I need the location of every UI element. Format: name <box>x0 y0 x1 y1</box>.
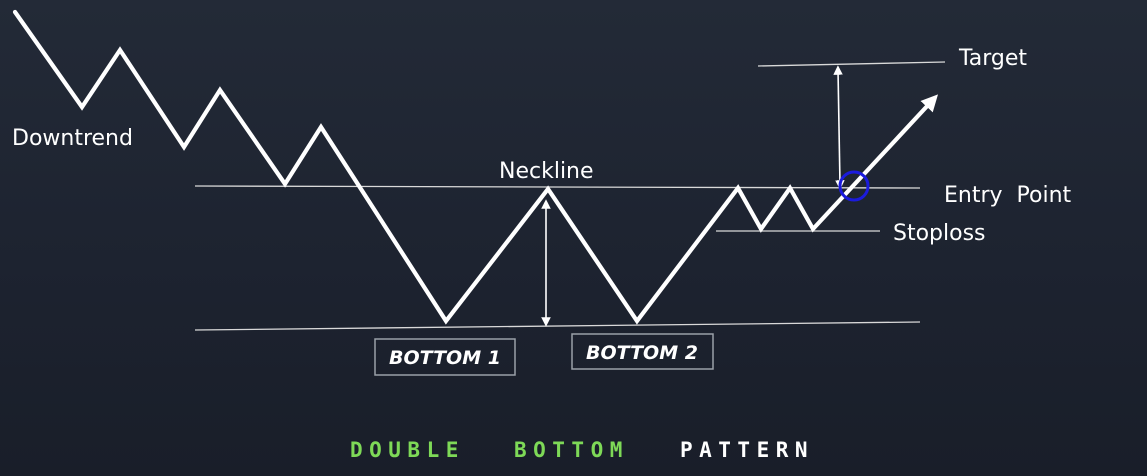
caption-word-double: DOUBLE <box>350 438 465 462</box>
caption-word-bottom: BOTTOM <box>514 438 629 462</box>
target-distance-arrow <box>833 65 845 190</box>
downtrend-label: Downtrend <box>12 126 133 151</box>
stoploss-label: Stoploss <box>893 221 986 246</box>
target-line <box>757 61 946 67</box>
target-label: Target <box>958 46 1027 71</box>
support-line <box>194 321 921 331</box>
entry-point-label: Entry Point <box>944 183 1072 208</box>
bottom-1-label: BOTTOM 1 <box>389 347 501 369</box>
bottom-2-label: BOTTOM 2 <box>586 342 698 364</box>
price-path <box>12 9 939 325</box>
bottom-2-box: BOTTOM 2 <box>571 333 714 370</box>
bottom-1-box: BOTTOM 1 <box>374 338 516 376</box>
caption-word-pattern: PATTERN <box>680 438 814 462</box>
neckline-line <box>194 185 921 189</box>
entry-point-marker <box>838 170 870 202</box>
neckline-label: Neckline <box>499 159 594 184</box>
